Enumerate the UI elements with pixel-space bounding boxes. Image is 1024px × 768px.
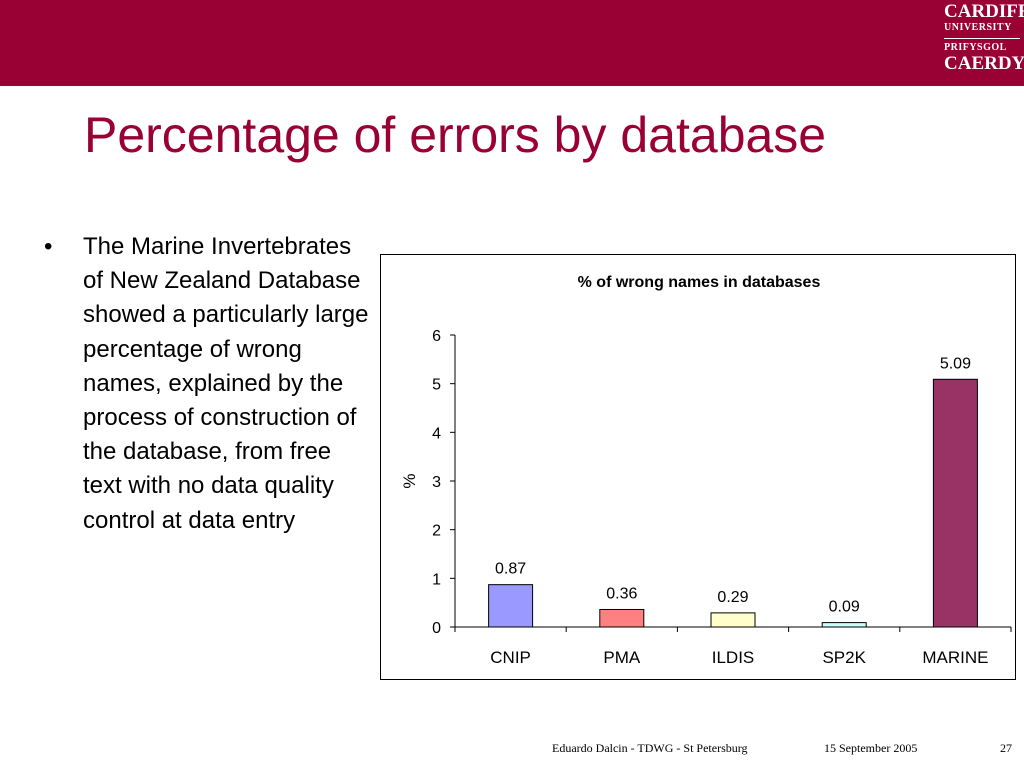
bar-cnip (488, 584, 534, 628)
bullet-text: The Marine Invertebrates of New Zealand … (83, 233, 369, 534)
y-tick-label: 1 (432, 571, 441, 588)
y-tick-label: 2 (432, 523, 441, 540)
logo-line-4: CAERDYD (944, 53, 1024, 74)
chart-title: % of wrong names in databases (578, 274, 821, 291)
bar-chart: % of wrong names in databases % 0123456 … (400, 274, 1012, 667)
footer-date: 15 September 2005 (824, 741, 918, 755)
data-label: 5.09 (940, 355, 971, 372)
y-tick-label: 6 (432, 328, 441, 345)
bar-ildis (710, 612, 756, 628)
y-tick-label: 0 (432, 620, 441, 637)
logo-divider (944, 38, 1020, 39)
cardiff-university-logo: CARDIFF UNIVERSITY PRIFYSGOL CAERDYD (944, 1, 1024, 78)
logo-line-1: CARDIFF (944, 1, 1024, 22)
header-bar (0, 0, 1024, 86)
y-tick-label: 3 (432, 474, 441, 491)
footer-author: Eduardo Dalcin - TDWG - St Petersburg (552, 741, 748, 755)
x-tick-label: ILDIS (712, 648, 755, 667)
footer-page-number: 27 (1000, 741, 1012, 755)
bars-group: 0.87 0.36 0.29 0.09 5.09 (488, 355, 978, 628)
x-tick-label: CNIP (490, 648, 531, 667)
bullet-icon: • (44, 233, 53, 260)
data-label: 0.09 (829, 599, 860, 616)
bar-marine (932, 378, 978, 628)
logo-line-2: UNIVERSITY (944, 22, 1012, 33)
data-label: 0.87 (495, 561, 526, 578)
x-tick-label: PMA (603, 648, 641, 667)
bar-pma (599, 608, 645, 628)
y-axis: 0 1 2 3 4 5 6 (432, 328, 455, 637)
data-label: 0.36 (606, 585, 637, 602)
x-tick-label: MARINE (922, 648, 988, 667)
logo-line-3: PRIFYSGOL (944, 42, 1007, 53)
data-label: 0.29 (717, 589, 748, 606)
y-tick-label: 5 (432, 377, 441, 394)
x-tick-label: SP2K (822, 648, 866, 667)
bar-sp2k (821, 622, 867, 628)
x-axis: CNIP PMA ILDIS SP2K MARINE (454, 627, 1012, 667)
y-axis-label: % (400, 473, 419, 488)
slide-title: Percentage of errors by database (84, 107, 827, 163)
bullet-point: • The Marine Invertebrates of New Zealan… (44, 230, 374, 538)
y-tick-label: 4 (432, 425, 441, 442)
